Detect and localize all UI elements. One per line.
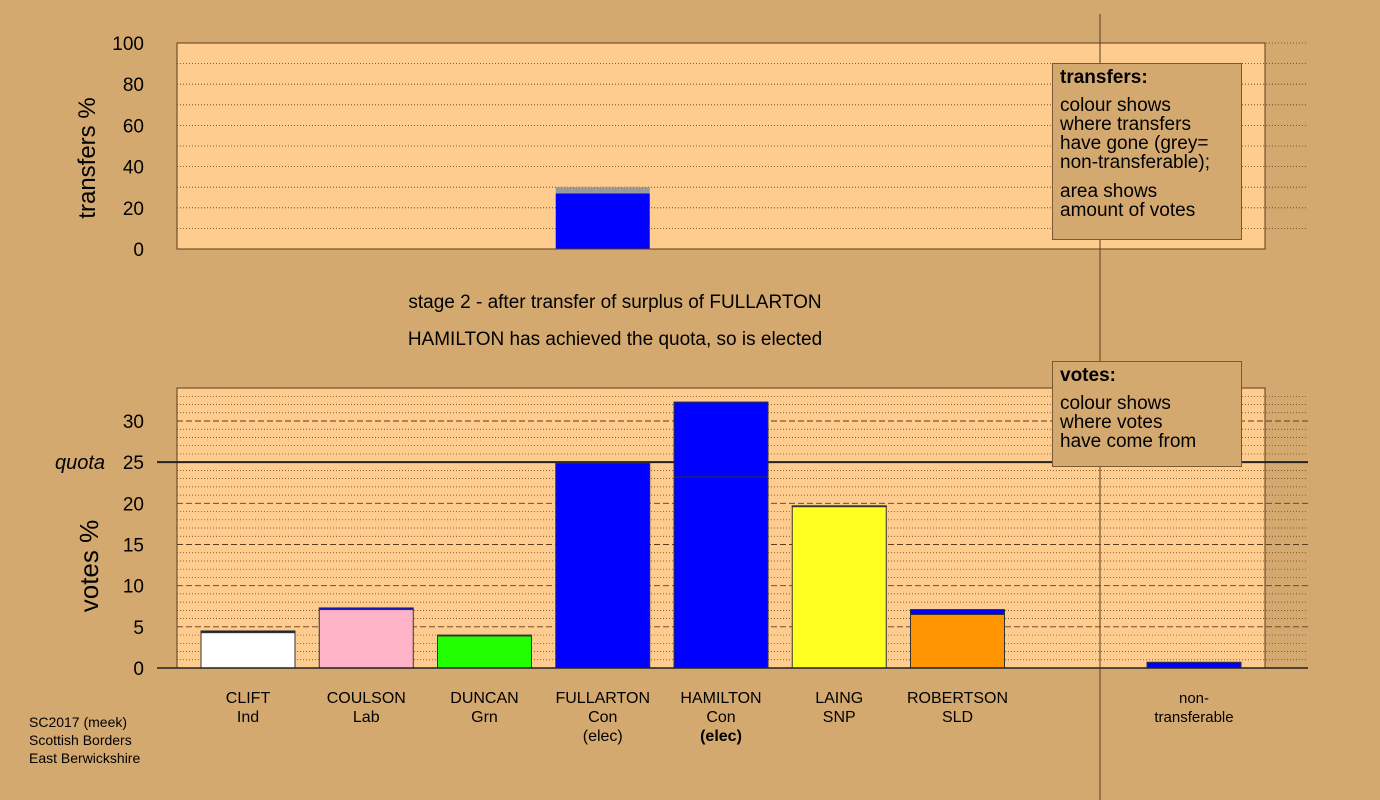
quota-label: quota bbox=[55, 452, 105, 474]
votes-legend-line: have come from bbox=[1060, 431, 1197, 452]
votes-bar-transfer bbox=[1146, 661, 1242, 669]
candidate-name-label: HAMILTON bbox=[680, 690, 761, 707]
votes-y-tick-label: 10 bbox=[123, 577, 144, 598]
votes-y-tick-label: 0 bbox=[133, 659, 144, 680]
votes-bar-transfer bbox=[318, 607, 414, 611]
votes-legend-line: colour shows bbox=[1060, 393, 1171, 414]
candidate-name-label: COULSON bbox=[327, 690, 406, 707]
votes-bar-base bbox=[318, 609, 414, 669]
footer: SC2017 (meek) Scottish Borders East Berw… bbox=[29, 713, 140, 767]
votes-y-tick-label: 5 bbox=[133, 618, 144, 639]
candidate-party-label: Grn bbox=[471, 709, 498, 726]
candidate-name-label: LAING bbox=[815, 690, 863, 707]
transfers-legend-line: amount of votes bbox=[1060, 200, 1196, 221]
transfers-legend-title: transfers: bbox=[1060, 67, 1148, 88]
transfers-y-tick-label: 20 bbox=[123, 199, 144, 220]
votes-y-tick-label: 25 bbox=[123, 453, 144, 474]
votes-bar-base bbox=[200, 632, 296, 669]
candidate-party-label: SNP bbox=[823, 709, 856, 726]
candidate-name-label: non- bbox=[1179, 690, 1209, 707]
votes-legend-line: where votes bbox=[1060, 412, 1163, 433]
footer-line: SC2017 (meek) bbox=[29, 714, 128, 730]
candidate-party-label: transferable bbox=[1154, 709, 1233, 726]
footer-line: Scottish Borders bbox=[29, 732, 132, 748]
transfers-bar-segment bbox=[555, 187, 650, 194]
votes-legend: votes: colour shows where votes have com… bbox=[1052, 361, 1242, 467]
votes-bar-transfer bbox=[673, 401, 769, 478]
candidate-name-label: CLIFT bbox=[226, 690, 271, 707]
candidate-party-label: Lab bbox=[353, 709, 380, 726]
transfers-y-tick-label: 80 bbox=[123, 75, 144, 96]
candidate-name-label: FULLARTON bbox=[555, 690, 650, 707]
transfers-legend-line: have gone (grey= bbox=[1060, 133, 1209, 154]
transfers-legend-line: non-transferable); bbox=[1060, 152, 1210, 173]
footer-line: East Berwickshire bbox=[29, 750, 141, 766]
transfers-y-tick-label: 0 bbox=[133, 240, 144, 261]
votes-y-tick-label: 30 bbox=[123, 412, 144, 433]
votes-bar-base bbox=[791, 506, 887, 669]
candidate-name-label: ROBERTSON bbox=[907, 690, 1008, 707]
transfers-y-tick-label: 100 bbox=[112, 34, 144, 55]
candidate-status-label: (elec) bbox=[700, 728, 742, 745]
candidate-party-label: SLD bbox=[942, 709, 973, 726]
votes-bar-base bbox=[437, 635, 532, 669]
candidate-party-label: Ind bbox=[237, 709, 259, 726]
votes-bar-base bbox=[673, 476, 769, 669]
votes-y-tick-label: 20 bbox=[123, 494, 144, 515]
votes-bar-base bbox=[910, 613, 1005, 669]
candidate-status-label: (elec) bbox=[583, 728, 623, 745]
votes-legend-title: votes: bbox=[1060, 365, 1116, 386]
candidate-party-label: Con bbox=[706, 709, 735, 726]
votes-bar-transfer bbox=[200, 630, 296, 634]
votes-bar-transfer bbox=[437, 634, 532, 637]
stage-title: stage 2 - after transfer of surplus of F… bbox=[408, 292, 822, 313]
votes-bar-transfer bbox=[910, 609, 1005, 615]
votes-y-tick-label: 15 bbox=[123, 536, 144, 557]
transfers-y-tick-label: 40 bbox=[123, 158, 144, 179]
transfers-legend-line: colour shows bbox=[1060, 95, 1171, 116]
transfers-legend-line: area shows bbox=[1060, 181, 1158, 202]
stage-subtitle: HAMILTON has achieved the quota, so is e… bbox=[407, 329, 823, 350]
votes-chart: 0 5 10 15 20 25 30 votes % quota CLIFT Ind COULSON L… bbox=[55, 387, 1308, 745]
transfers-legend-line: where transfers bbox=[1060, 114, 1191, 135]
transfers-y-axis-label: transfers % bbox=[74, 97, 101, 218]
votes-bar-base bbox=[555, 462, 651, 669]
candidate-name-label: DUNCAN bbox=[450, 690, 518, 707]
candidate-party-label: Con bbox=[588, 709, 617, 726]
transfers-y-tick-label: 60 bbox=[123, 116, 144, 137]
transfers-legend: transfers: colour shows where transfers … bbox=[1052, 63, 1242, 240]
votes-bar-transfer bbox=[791, 505, 887, 508]
transfers-bar-segment bbox=[555, 193, 650, 249]
votes-y-axis-label: votes % bbox=[74, 520, 104, 613]
